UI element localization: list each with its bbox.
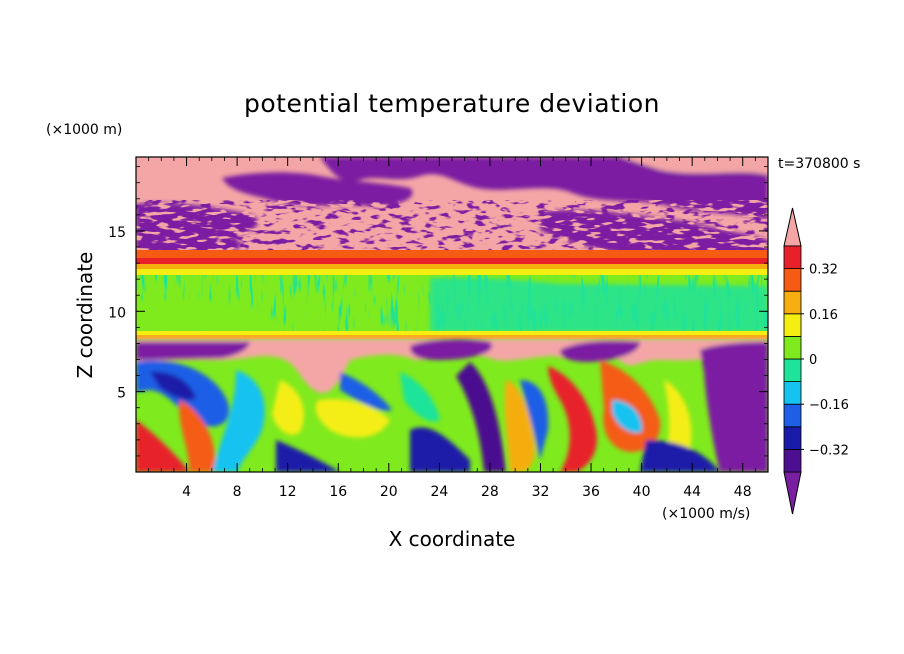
x-tick-label: 40	[633, 484, 651, 500]
colorbar-cell	[783, 358, 802, 383]
x-tick-label: 32	[532, 484, 550, 500]
colorbar-label: 0.32	[809, 263, 838, 278]
x-unit-label: (×1000 m/s)	[662, 506, 750, 522]
contour-field	[136, 157, 768, 472]
colorbar-cell	[783, 313, 802, 337]
x-tick-label: 44	[683, 484, 701, 500]
y-tick-label: 5	[117, 386, 126, 402]
x-axis-ticks: 4 8 12 16 20 24 28 32 36 40 44 48	[182, 157, 752, 500]
x-tick-label: 8	[233, 484, 242, 500]
colorbar-cell	[783, 268, 802, 292]
x-axis-title: X coordinate	[389, 527, 516, 551]
time-label: t=370800 s	[778, 156, 860, 172]
x-tick-label: 20	[380, 484, 398, 500]
minor-ticks	[135, 157, 769, 472]
x-tick-label: 24	[430, 484, 448, 500]
colorbar-label: −0.16	[809, 398, 849, 413]
x-tick-label: 16	[329, 484, 347, 500]
colorbar-under-triangle	[783, 471, 802, 515]
colorbar-over-triangle	[783, 207, 802, 247]
colorbar-label: −0.32	[809, 443, 849, 458]
colorbar-cell	[783, 290, 802, 315]
y-tick-label: 15	[108, 225, 126, 241]
y-unit-label: (×1000 m)	[46, 122, 122, 138]
colorbar-label: 0.16	[809, 308, 838, 323]
colorbar-cell	[783, 245, 802, 270]
colorbar-cell	[783, 426, 802, 450]
y-axis-ticks: 5 10 15	[108, 225, 768, 402]
chart-title: potential temperature deviation	[244, 89, 660, 118]
colorbar-label: 0	[809, 353, 817, 368]
colorbar-cell	[783, 381, 802, 405]
colorbar-cell	[783, 403, 802, 428]
y-tick-label: 10	[108, 305, 126, 321]
x-tick-label: 4	[182, 484, 191, 500]
y-axis-title: Z coordinate	[73, 252, 97, 379]
x-tick-label: 28	[481, 484, 499, 500]
colorbar: −0.32 −0.16 0 0.16 0.32	[783, 207, 849, 515]
colorbar-cell	[783, 335, 802, 360]
x-tick-label: 36	[582, 484, 600, 500]
colorbar-cell	[783, 448, 802, 473]
x-tick-label: 48	[734, 484, 752, 500]
x-tick-label: 12	[279, 484, 297, 500]
